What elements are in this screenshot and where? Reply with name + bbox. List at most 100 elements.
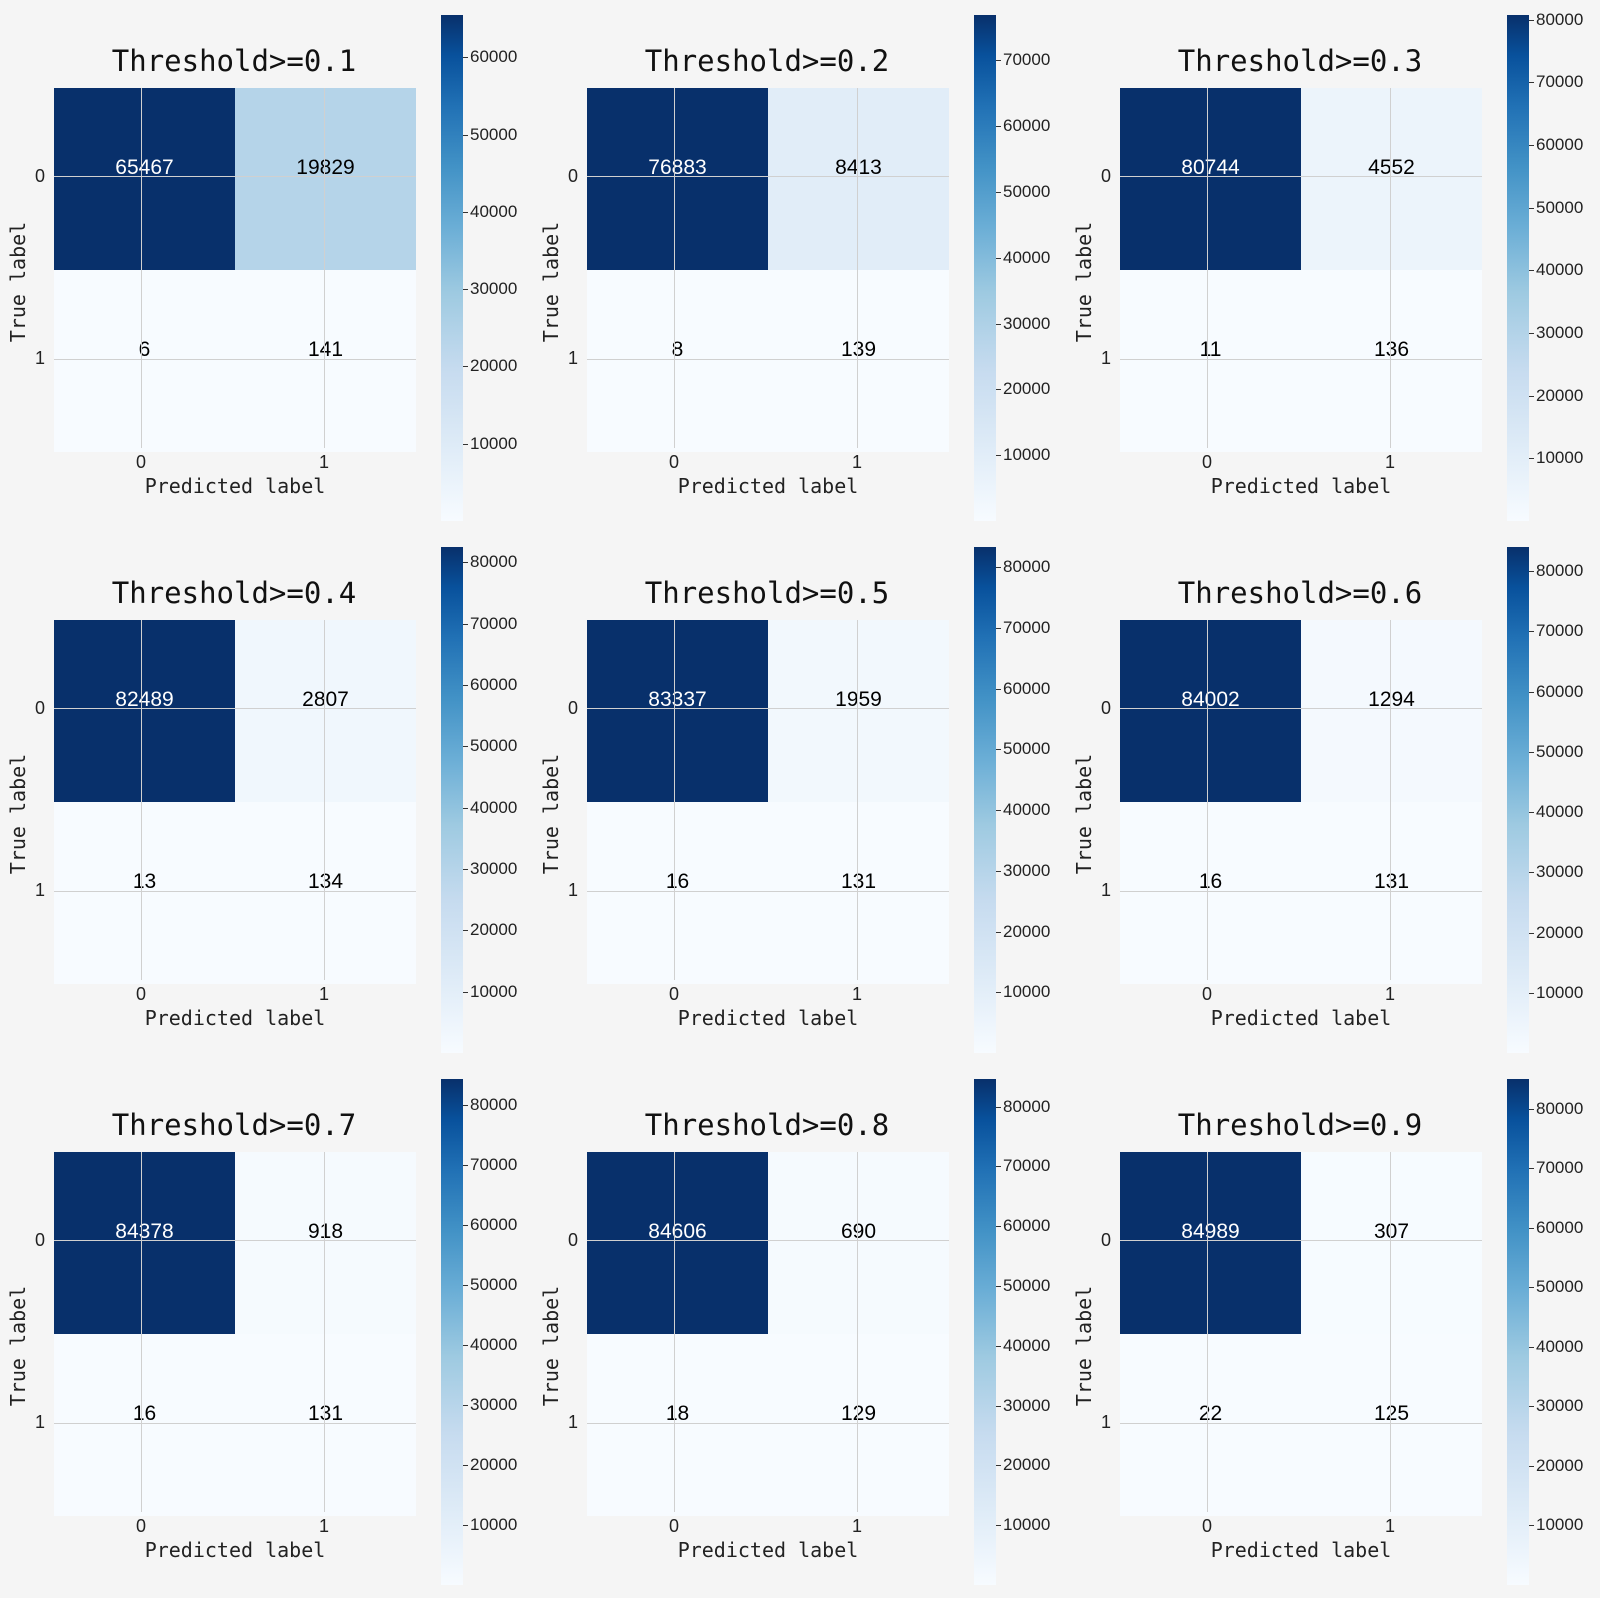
colorbar-tick-label: 30000: [470, 858, 518, 878]
confusion-matrix-panel: Threshold>=0.2 76883 8413 8 139 0 1 0 1 Predicted…: [533, 0, 1066, 532]
colorbar-tick-label: 20000: [1003, 921, 1051, 941]
gridline: [141, 620, 142, 980]
colorbar-tick: [1529, 751, 1534, 753]
y-tick-label: 0: [1101, 1230, 1112, 1250]
colorbar-tick: [996, 60, 1001, 62]
colorbar: [1507, 1079, 1529, 1585]
colorbar-tick: [463, 1165, 468, 1167]
colorbar-tick: [1529, 144, 1534, 146]
cell-value-label: 4552: [1368, 156, 1415, 179]
cell-value-label: 16: [1198, 870, 1223, 893]
colorbar-tick: [463, 930, 468, 932]
gridline: [54, 1423, 416, 1424]
colorbar: [1507, 15, 1529, 521]
heatmap-cell: [54, 88, 235, 270]
colorbar-tick-label: 40000: [1003, 247, 1051, 267]
colorbar-tick-label: 60000: [470, 674, 518, 694]
y-tick-label: 1: [35, 1412, 46, 1432]
gridline: [324, 88, 325, 448]
gridline: [587, 1240, 949, 1241]
colorbar-tick: [996, 1525, 1001, 1527]
heatmap-cell: [1301, 270, 1482, 452]
colorbar-tick: [463, 443, 468, 445]
gridline: [54, 708, 416, 709]
x-tick-label: 1: [1385, 452, 1396, 472]
colorbar-tick: [463, 1285, 468, 1287]
gridline: [324, 620, 325, 980]
heatmap-cell: [1120, 802, 1301, 984]
colorbar-tick-label: 60000: [1536, 681, 1584, 701]
y-tick-label: 1: [35, 880, 46, 900]
colorbar-tick-label: 30000: [1536, 322, 1584, 342]
heatmap-cell: [1301, 1334, 1482, 1516]
cell-value-label: 76883: [648, 156, 707, 179]
colorbar-tick: [996, 126, 1001, 128]
colorbar-tick-label: 30000: [1536, 1396, 1584, 1416]
colorbar-tick-label: 60000: [1536, 134, 1584, 154]
heatmap-cell: [1120, 620, 1301, 802]
colorbar-tick: [1529, 872, 1534, 874]
gridline: [54, 359, 416, 360]
colorbar-tick-label: 80000: [470, 552, 518, 572]
colorbar-tick-label: 10000: [1003, 445, 1051, 465]
cell-value-label: 19829: [296, 156, 355, 179]
heatmap-cell: [587, 1152, 768, 1334]
colorbar-tick: [463, 991, 468, 993]
confusion-matrix-panel: Threshold>=0.9 84989 307 22 125 0 1 0 1 Predicted…: [1066, 1064, 1599, 1596]
cell-value-label: 6: [138, 338, 151, 361]
gridline: [1120, 1240, 1482, 1241]
colorbar-tick-label: 80000: [1003, 1096, 1051, 1116]
gridline: [674, 88, 675, 448]
colorbar-tick: [996, 567, 1001, 569]
colorbar-tick-label: 30000: [470, 279, 518, 299]
x-tick-label: 1: [852, 1516, 863, 1536]
gridline: [1207, 1152, 1208, 1512]
colorbar-tick-label: 70000: [1003, 50, 1051, 70]
gridline: [1390, 88, 1391, 448]
colorbar-tick-label: 10000: [1536, 1515, 1584, 1535]
colorbar-tick: [996, 191, 1001, 193]
colorbar-tick: [463, 57, 468, 59]
y-tick-label: 0: [35, 1230, 46, 1250]
heatmap-cell: [768, 1334, 949, 1516]
colorbar-tick-label: 20000: [1536, 385, 1584, 405]
colorbar-tick-label: 20000: [1003, 1455, 1051, 1475]
x-tick-label: 0: [669, 984, 680, 1004]
confusion-matrix-panel: Threshold>=0.3 80744 4552 11 136 0 1 0 1 Predicte…: [1066, 0, 1599, 532]
cell-value-label: 134: [307, 870, 344, 893]
cell-value-label: 1294: [1368, 688, 1415, 711]
cell-value-label: 80744: [1181, 156, 1240, 179]
y-axis-label: True label: [6, 753, 30, 875]
colorbar-tick: [1529, 992, 1534, 994]
gridline: [1390, 620, 1391, 980]
colorbar-tick: [996, 1106, 1001, 1108]
confusion-matrix-panel: Threshold>=0.6 84002 1294 16 131 0 1 0 1 Predicte…: [1066, 532, 1599, 1064]
colorbar-tick-label: 60000: [1536, 1217, 1584, 1237]
colorbar-tick: [1529, 395, 1534, 397]
heatmap-cell: [768, 88, 949, 270]
gridline: [857, 88, 858, 448]
cell-value-label: 307: [1373, 1220, 1410, 1243]
cell-value-label: 136: [1373, 338, 1410, 361]
x-axis-label: Predicted label: [677, 1006, 859, 1030]
heatmap-cell: [768, 802, 949, 984]
colorbar-tick: [463, 366, 468, 368]
colorbar-tick-label: 10000: [470, 981, 518, 1001]
cell-value-label: 13: [132, 870, 157, 893]
x-tick-label: 1: [852, 452, 863, 472]
confusion-matrix-panel: Threshold>=0.7 84378 918 16 131 0 1 0 1 Predicted…: [0, 1064, 533, 1596]
colorbar-tick-label: 70000: [1003, 617, 1051, 637]
cell-value-label: 1959: [835, 688, 882, 711]
cell-value-label: 141: [307, 338, 344, 361]
colorbar-tick-label: 70000: [470, 1155, 518, 1175]
colorbar-tick-label: 60000: [1003, 116, 1051, 136]
heatmap-cell: [587, 620, 768, 802]
colorbar-tick-label: 80000: [470, 1095, 518, 1115]
y-tick-label: 0: [1101, 698, 1112, 718]
x-axis-label: Predicted label: [677, 474, 859, 498]
x-axis-label: Predicted label: [1210, 474, 1392, 498]
y-tick-label: 1: [1101, 880, 1112, 900]
colorbar-tick-label: 10000: [470, 1515, 518, 1535]
gridline: [587, 708, 949, 709]
colorbar-tick: [996, 810, 1001, 812]
